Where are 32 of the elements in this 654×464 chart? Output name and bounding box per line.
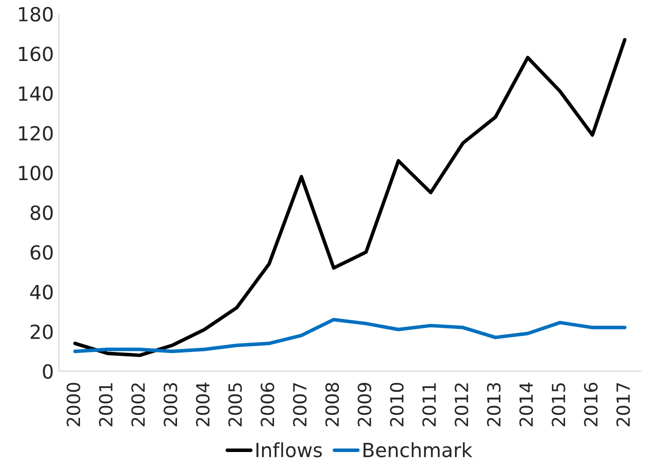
x-tick-label: 2011 (422, 383, 436, 426)
y-tick-label: 40 (30, 284, 53, 300)
x-tick-label: 2004 (196, 382, 210, 426)
x-tick-label: 2006 (260, 382, 274, 426)
x-tick-label: 2016 (584, 382, 598, 426)
x-tick-label: 2003 (164, 383, 178, 426)
line-series (73, 38, 626, 358)
x-tick-label: 2017 (616, 383, 630, 426)
y-tick-label: 100 (19, 166, 53, 180)
line-series (73, 318, 626, 354)
y-tick-label: 140 (19, 86, 53, 101)
y-tick-label: 20 (30, 324, 53, 340)
x-tick-label: 2001 (98, 383, 113, 426)
y-tick-label: 60 (30, 245, 53, 260)
y-tick-label: 120 (19, 126, 53, 141)
x-tick-label: 2009 (358, 382, 372, 426)
x-tick-label: 2008 (325, 382, 339, 426)
x-tick-label: 2002 (131, 383, 145, 426)
x-tick-label: 2000 (66, 382, 80, 426)
x-tick-label: 2015 (552, 383, 566, 426)
x-tick-label: 2010 (390, 382, 404, 426)
x-tick-label: 2005 (228, 383, 242, 426)
legend-label: Benchmark (364, 442, 472, 458)
y-tick-label: 0 (42, 364, 53, 379)
x-tick-label: 2007 (292, 383, 307, 426)
y-tick-label: 160 (19, 46, 53, 62)
legend-label: Inflows (256, 442, 322, 458)
x-tick-label: 2012 (454, 383, 468, 426)
y-tick-label: 80 (30, 205, 53, 220)
x-tick-label: 2013 (486, 383, 501, 426)
x-tick-label: 2014 (519, 382, 533, 426)
y-tick-label: 180 (19, 6, 53, 22)
